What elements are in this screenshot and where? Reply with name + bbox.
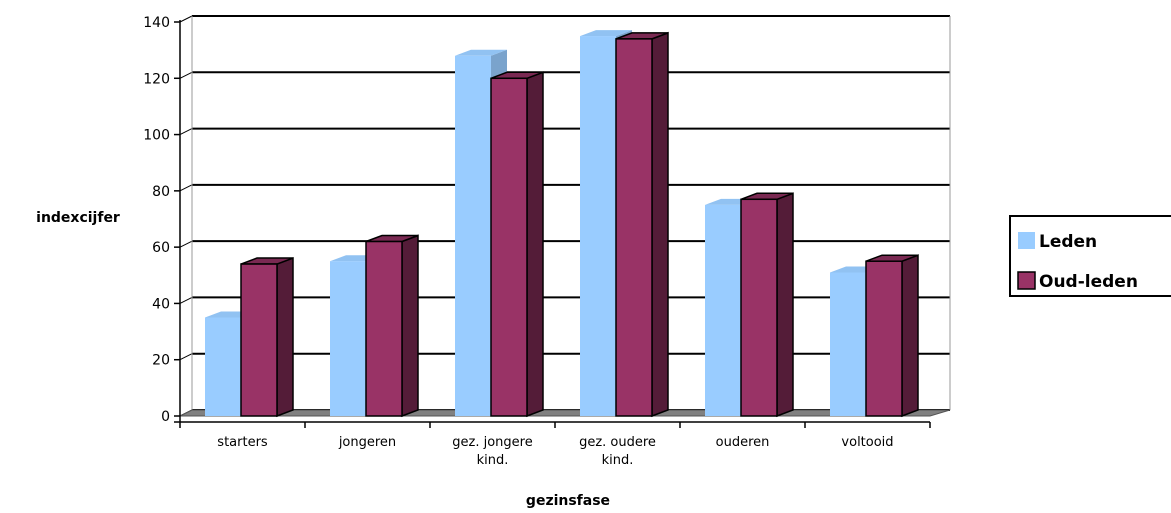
bar-oud-leden-4 (740, 192, 794, 418)
gridline-depth (179, 71, 193, 79)
y-tick-labels: 0 20 40 60 80 100 120 140 (143, 15, 180, 425)
legend-box (1009, 215, 1171, 297)
bar-oud-leden-2 (490, 71, 544, 418)
legend: Leden Oud-leden (1009, 215, 1171, 297)
legend-label-oud-leden: Oud-leden (1039, 272, 1138, 292)
legend-label-leden: Leden (1039, 232, 1097, 252)
legend-swatch-leden (1018, 232, 1035, 249)
x-tick-label: gez. oudere kind. (579, 435, 656, 468)
bar-oud-leden-0 (240, 256, 294, 418)
bars (205, 30, 919, 418)
bar-front (705, 204, 741, 416)
bar-front (615, 38, 653, 417)
bar-side (401, 234, 419, 418)
legend-swatch-oud-leden (1017, 271, 1036, 290)
x-tick-label: ouderen (716, 435, 770, 450)
y-tick-label: 80 (152, 184, 170, 200)
bar-oud-leden-5 (865, 254, 919, 418)
gridline-depth (179, 15, 193, 23)
gridline-depth (179, 296, 193, 304)
gridline-depth (179, 353, 193, 361)
y-tick-label: 20 (152, 353, 170, 369)
gridlines (179, 15, 950, 417)
y-tick-label: 120 (143, 71, 170, 87)
bar-side (276, 256, 294, 418)
gridline-depth (179, 240, 193, 248)
y-axis-title: indexcijfer (36, 210, 120, 226)
x-tick-label: voltooid (841, 435, 893, 450)
bar-front (865, 260, 903, 417)
bar-front (240, 263, 278, 417)
axes (174, 20, 931, 428)
bar-top (580, 30, 632, 37)
bar-side (901, 254, 919, 418)
y-tick-label: 100 (143, 128, 170, 144)
bar-top (455, 49, 507, 56)
y-tick-label: 40 (152, 296, 170, 312)
bar-oud-leden-1 (365, 234, 419, 418)
x-tick-label: gez. jongere kind. (452, 435, 532, 468)
x-tick-label: jongeren (338, 435, 396, 450)
x-tick-labels: starters jongeren gez. jongere kind. gez. ou… (217, 435, 893, 468)
bar-oud-leden-3 (615, 31, 669, 418)
bar-front (330, 261, 366, 416)
bar-front (580, 36, 616, 416)
gridline-depth (179, 184, 193, 192)
bar-side (526, 71, 544, 418)
bar-side (776, 192, 794, 418)
bar-front (830, 272, 866, 416)
bar-side (651, 31, 669, 418)
y-tick-label: 140 (143, 15, 170, 31)
y-tick-label: 0 (161, 409, 170, 425)
bar-front (365, 240, 403, 417)
plot-frame (191, 16, 951, 410)
bar-front (455, 55, 491, 417)
bar-front (205, 317, 241, 416)
y-tick-label: 60 (152, 240, 170, 256)
gridline-depth (179, 128, 193, 136)
x-axis-title: gezinsfase (526, 493, 610, 509)
x-tick-label: starters (217, 435, 268, 450)
bar-front (490, 77, 528, 417)
bar-front (740, 198, 778, 417)
